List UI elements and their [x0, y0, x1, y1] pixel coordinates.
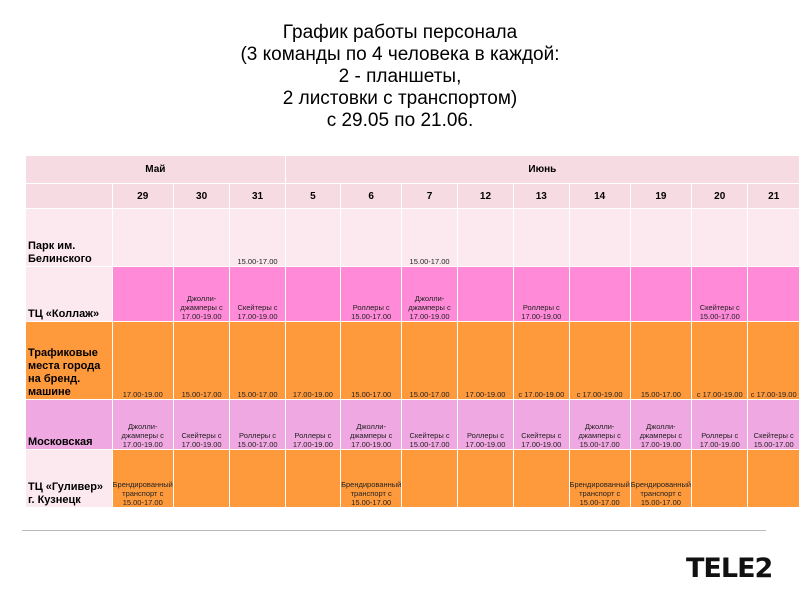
schedule-cell: [456, 266, 515, 322]
schedule-cell: Джолли-джамперы с 17.00-19.00: [172, 266, 231, 322]
schedule-cell: 15.00-17.00: [629, 321, 693, 400]
schedule-cell: Брендированный транспорт с 15.00-17.00: [568, 449, 631, 508]
schedule-table: Май Июнь 29 30 31 5 6 7 12 13 14 19 20 2…: [25, 155, 800, 508]
title-line-4: 2 листовки с транспортом): [282, 88, 518, 109]
schedule-cell: Джолли-джамперы с 17.00-19.00: [340, 399, 403, 450]
corner-cell: [25, 183, 113, 209]
schedule-cell: 15.00-17.00: [229, 208, 286, 267]
table-row: ТЦ «Гуливер» г. Кузнецк Брендированный т…: [25, 449, 800, 508]
schedule-cell: Скейтеры с 15.00-17.00: [401, 399, 458, 450]
table-row: ТЦ «Коллаж» Джолли-джамперы с 17.00-19.0…: [25, 266, 800, 322]
schedule-cell: Джолли-джамперы с 17.00-19.00: [629, 399, 693, 450]
title-line-2: (3 команды по 4 человека в каждой:: [240, 44, 560, 65]
row-label: ТЦ «Коллаж»: [25, 266, 113, 322]
day-header: 7: [401, 183, 458, 209]
schedule-cell: [172, 449, 231, 508]
day-header: 14: [568, 183, 631, 209]
schedule-cell: [284, 208, 342, 267]
schedule-cell: 17.00-19.00: [456, 321, 515, 400]
schedule-cell: [284, 449, 342, 508]
schedule-cell: Брендированный транспорт с 15.00-17.00: [111, 449, 174, 508]
schedule-cell: Брендированный транспорт с 15.00-17.00: [629, 449, 693, 508]
day-header: 30: [172, 183, 231, 209]
row-label: ТЦ «Гуливер» г. Кузнецк: [25, 449, 113, 508]
schedule-cell: [172, 208, 231, 267]
day-header: 12: [456, 183, 515, 209]
schedule-cell: 15.00-17.00: [340, 321, 403, 400]
row-label: Московская: [25, 399, 113, 450]
schedule-cell: [568, 208, 631, 267]
schedule-cell: с 17.00-19.00: [568, 321, 631, 400]
schedule-cell: 15.00-17.00: [401, 208, 458, 267]
schedule-cell: [111, 266, 174, 322]
day-header: 31: [229, 183, 286, 209]
month-may: Май: [25, 155, 286, 184]
table-row: Трафиковые места города на бренд. машине…: [25, 321, 800, 400]
schedule-cell: [568, 266, 631, 322]
schedule-cell: с 17.00-19.00: [691, 321, 749, 400]
schedule-cell: Брендированный транспорт с 15.00-17.00: [340, 449, 403, 508]
footer-divider: [22, 530, 766, 531]
tele2-logo: TELE2: [686, 553, 773, 584]
schedule-cell: [456, 449, 515, 508]
schedule-cell: Джолли-джамперы с 15.00-17.00: [568, 399, 631, 450]
schedule-cell: [513, 449, 570, 508]
schedule-cell: с 17.00-19.00: [513, 321, 570, 400]
schedule-cell: [747, 449, 800, 508]
schedule-cell: [229, 449, 286, 508]
schedule-cell: Роллеры с 17.00-19.00: [691, 399, 749, 450]
schedule-cell: [513, 208, 570, 267]
schedule-cell: Роллеры с 15.00-17.00: [229, 399, 286, 450]
schedule-cell: [747, 208, 800, 267]
title-line-1: График работы персонала: [282, 22, 518, 43]
month-header-row: Май Июнь: [25, 155, 800, 184]
schedule-cell: Скейтеры с 15.00-17.00: [747, 399, 800, 450]
schedule-cell: Джолли-джамперы с 17.00-19.00: [111, 399, 174, 450]
schedule-cell: [111, 208, 174, 267]
table-row: Московская Джолли-джамперы с 17.00-19.00…: [25, 399, 800, 450]
schedule-cell: с 17.00-19.00: [747, 321, 800, 400]
schedule-cell: Скейтеры с 17.00-19.00: [172, 399, 231, 450]
schedule-cell: [691, 449, 749, 508]
day-header: 20: [691, 183, 749, 209]
schedule-cell: [401, 449, 458, 508]
schedule-cell: Скейтеры с 17.00-19.00: [229, 266, 286, 322]
row-label: Трафиковые места города на бренд. машине: [25, 321, 113, 400]
schedule-cell: Роллеры с 15.00-17.00: [340, 266, 403, 322]
row-label: Парк им. Белинского: [25, 208, 113, 267]
schedule-cell: [691, 208, 749, 267]
schedule-cell: Роллеры с 17.00-19.00: [284, 399, 342, 450]
schedule-cell: [629, 208, 693, 267]
day-header-row: 29 30 31 5 6 7 12 13 14 19 20 21: [25, 183, 800, 209]
schedule-cell: Скейтеры с 17.00-19.00: [513, 399, 570, 450]
schedule-cell: Джолли-джамперы с 17.00-19.00: [401, 266, 458, 322]
title-line-3: 2 - планшеты,: [338, 66, 462, 87]
schedule-cell: [456, 208, 515, 267]
month-june: Июнь: [284, 155, 800, 184]
schedule-cell: 15.00-17.00: [401, 321, 458, 400]
title-line-5: с 29.05 по 21.06.: [326, 110, 474, 131]
schedule-cell: 15.00-17.00: [172, 321, 231, 400]
schedule-cell: [284, 266, 342, 322]
day-header: 5: [284, 183, 342, 209]
schedule-cell: [747, 266, 800, 322]
schedule-cell: Роллеры с 17.00-19.00: [513, 266, 570, 322]
day-header: 13: [513, 183, 570, 209]
schedule-cell: 17.00-19.00: [111, 321, 174, 400]
schedule-cell: 17.00-19.00: [284, 321, 342, 400]
schedule-cell: [340, 208, 403, 267]
slide-title: График работы персонала (3 команды по 4 …: [0, 22, 800, 132]
schedule-cell: [629, 266, 693, 322]
schedule-cell: Скейтеры с 15.00-17.00: [691, 266, 749, 322]
day-header: 19: [629, 183, 693, 209]
day-header: 21: [747, 183, 800, 209]
day-header: 6: [340, 183, 403, 209]
table-row: Парк им. Белинского 15.00-17.00 15.00-17…: [25, 208, 800, 267]
schedule-cell: 15.00-17.00: [229, 321, 286, 400]
day-header: 29: [111, 183, 174, 209]
schedule-cell: Роллеры с 17.00-19.00: [456, 399, 515, 450]
